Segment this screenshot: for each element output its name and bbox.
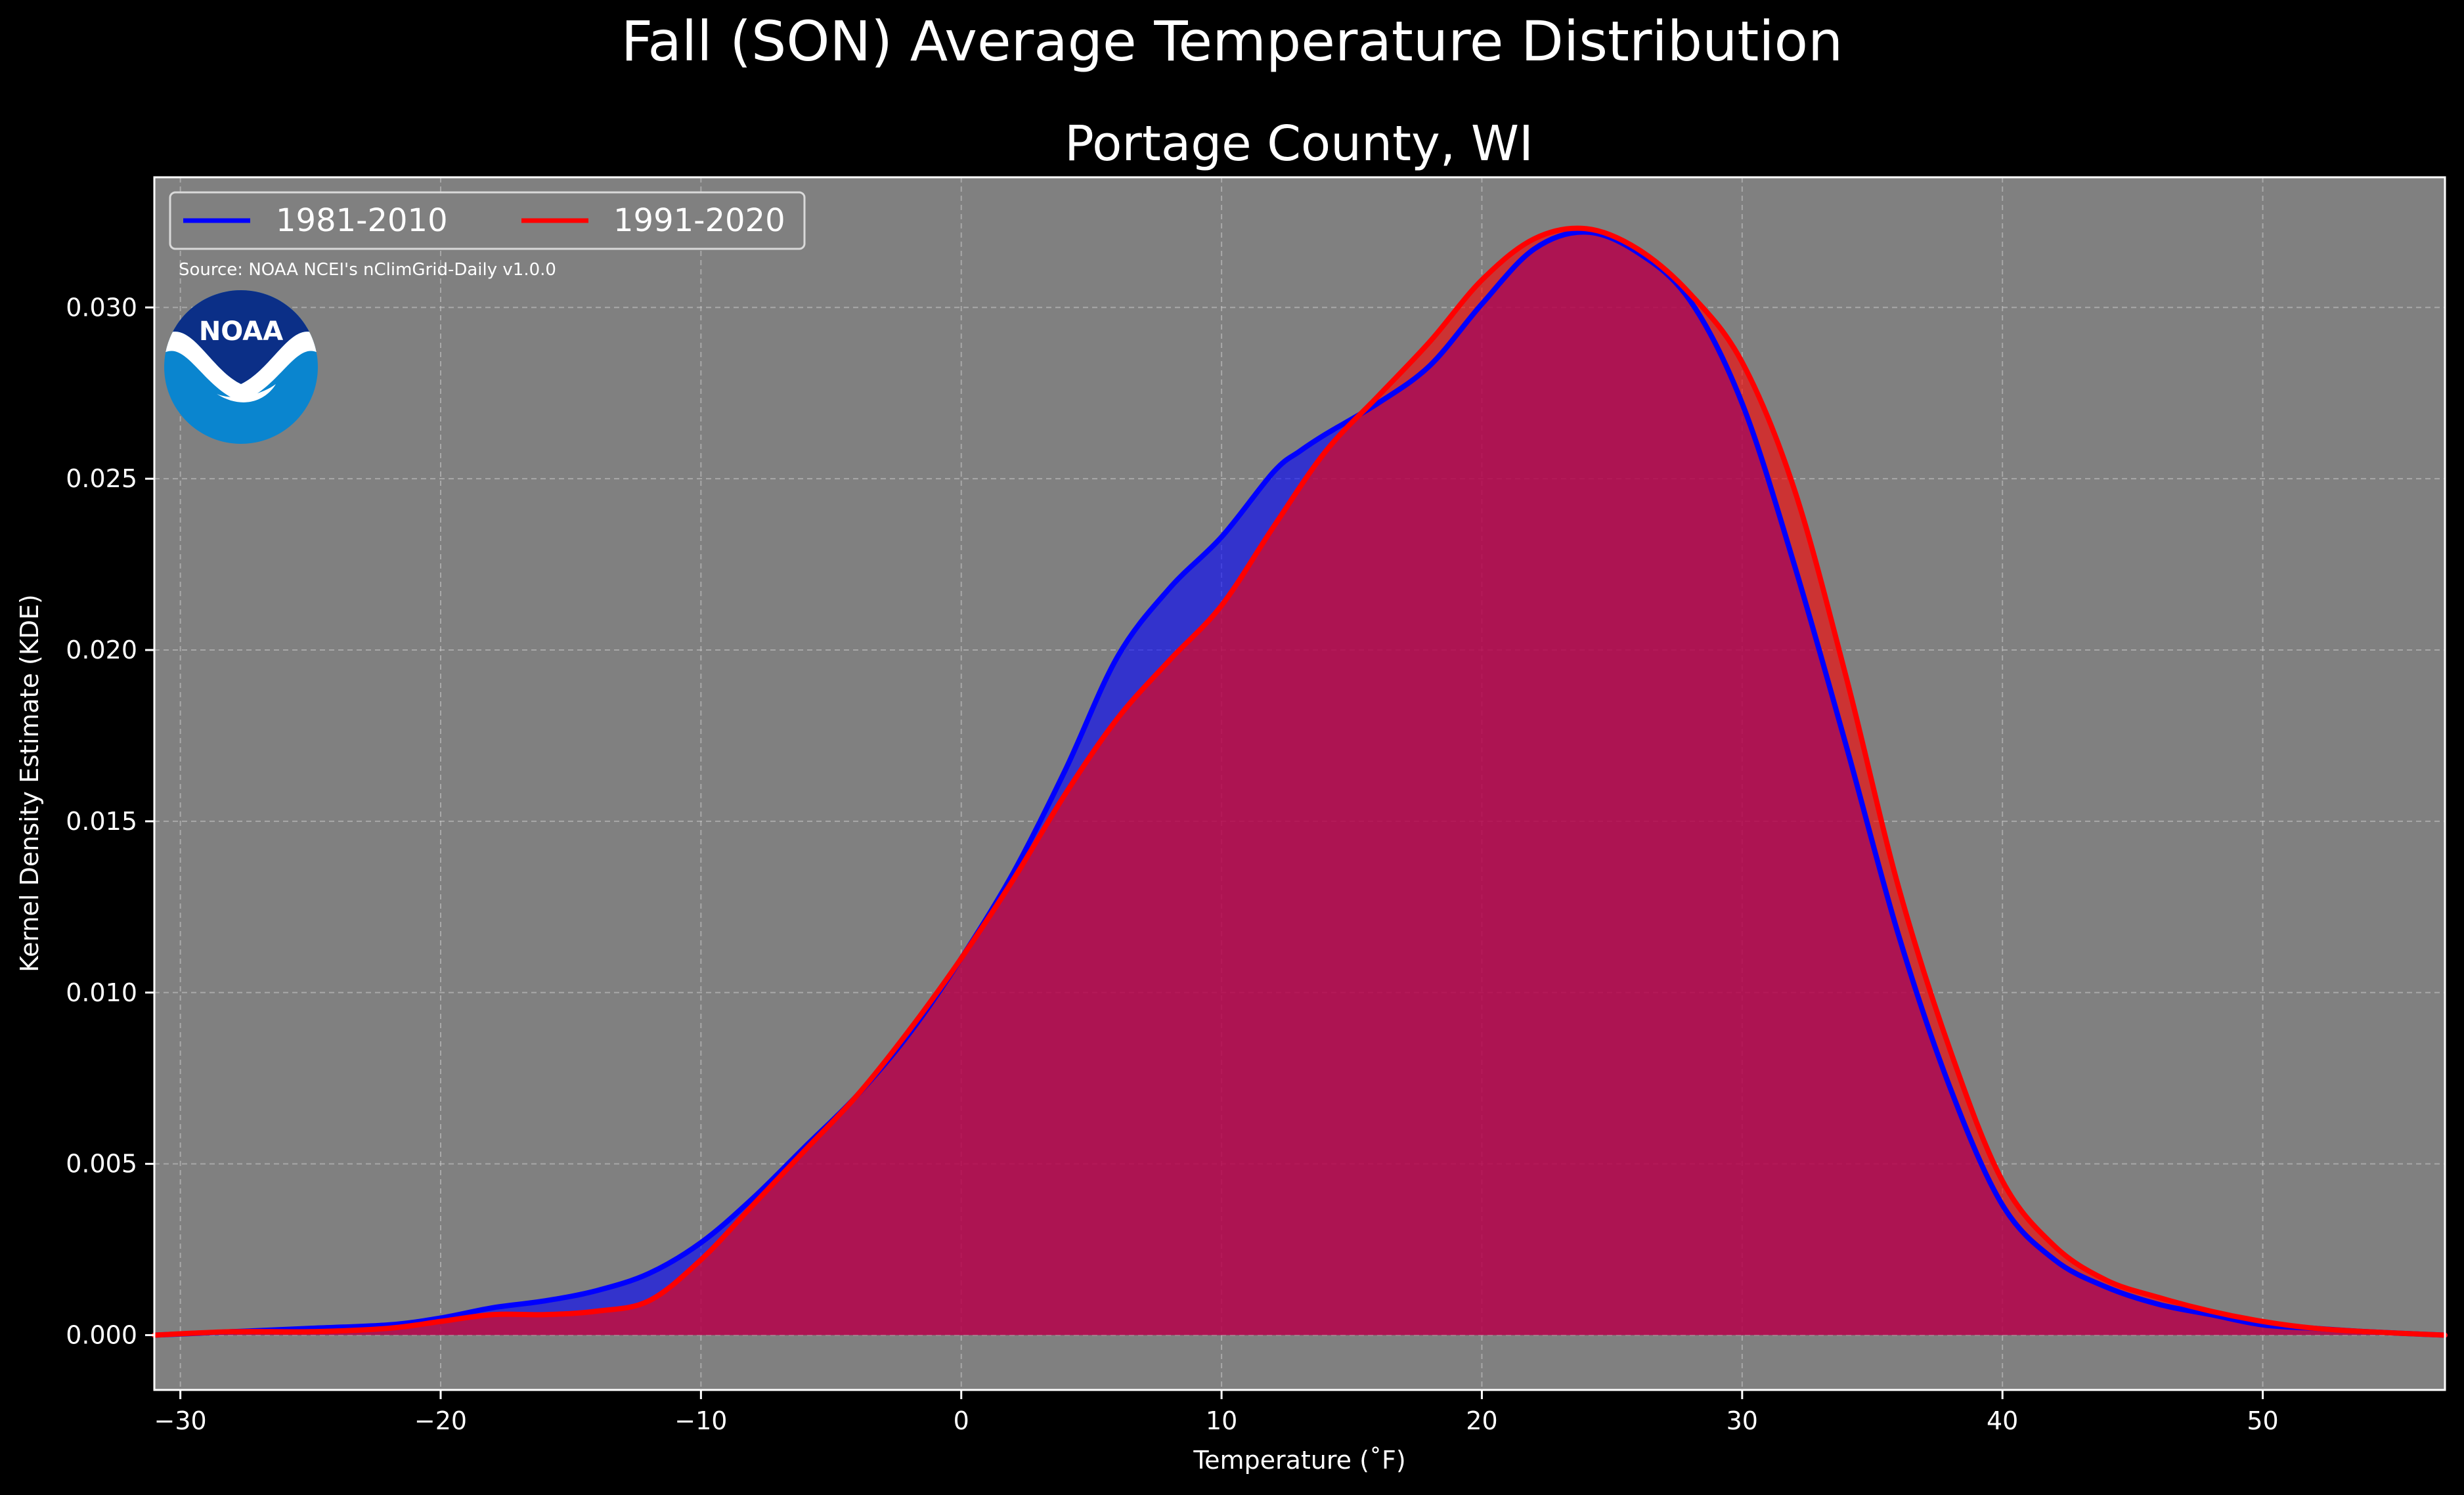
y-axis-label: Kernel Density Estimate (KDE)	[15, 594, 44, 972]
legend-label-1981-2010: 1981-2010	[276, 202, 448, 239]
x-tick-label: −10	[674, 1406, 727, 1435]
x-tick-label: 50	[2247, 1406, 2278, 1435]
legend-box	[169, 191, 806, 250]
x-tick-label: 30	[1727, 1406, 1758, 1435]
y-tick-label: 0.010	[66, 978, 137, 1007]
y-tick-label: 0.025	[66, 464, 137, 493]
density-line-1981-2010	[152, 229, 2448, 1338]
plot-frame	[153, 176, 2446, 1391]
figure-suptitle: Fall (SON) Average Temperature Distribut…	[621, 9, 1843, 74]
density-fill-1991-2020	[154, 228, 2445, 1335]
x-tick-label: 20	[1466, 1406, 1497, 1435]
y-axis-ticks: 0.000 0.005 0.010 0.015 0.020 0.025 0.030	[66, 293, 154, 1350]
density-fills	[154, 228, 2445, 1335]
y-tick-label: 0.005	[66, 1150, 137, 1179]
x-tick-label: 40	[1987, 1406, 2018, 1435]
x-tick-label: 0	[954, 1406, 969, 1435]
noaa-logo-text: NOAA	[199, 316, 283, 347]
x-tick-label: 10	[1206, 1406, 1237, 1435]
x-axis-label: Temperature (˚F)	[1193, 1446, 1405, 1475]
y-tick-label: 0.000	[66, 1321, 137, 1350]
legend: 1981-2010 1991-2020	[169, 191, 806, 250]
noaa-logo: NOAA	[164, 290, 318, 444]
x-tick-label: −30	[154, 1406, 207, 1435]
density-line-1991-2020	[152, 225, 2448, 1338]
density-lines	[152, 225, 2448, 1338]
y-tick-label: 0.015	[66, 807, 137, 836]
axes-title: Portage County, WI	[1065, 116, 1533, 172]
x-tick-label: −20	[414, 1406, 467, 1435]
source-note: Source: NOAA NCEI's nClimGrid-Daily v1.0…	[179, 260, 556, 280]
y-tick-label: 0.020	[66, 636, 137, 664]
legend-label-1991-2020: 1991-2020	[613, 202, 785, 239]
x-axis-ticks: −30 −20 −10 0 10 20 30 40 50	[154, 1390, 2279, 1435]
y-tick-label: 0.030	[66, 293, 137, 322]
